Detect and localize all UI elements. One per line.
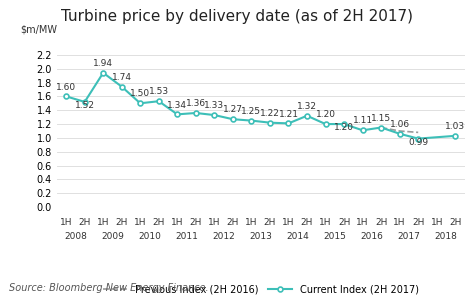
Text: 2H: 2H xyxy=(301,218,313,227)
Text: 2H: 2H xyxy=(79,218,91,227)
Text: Turbine price by delivery date (as of 2H 2017): Turbine price by delivery date (as of 2H… xyxy=(61,9,413,24)
Text: 1H: 1H xyxy=(430,218,443,227)
Text: 2H: 2H xyxy=(264,218,276,227)
Text: 2016: 2016 xyxy=(360,232,383,241)
Text: 1H: 1H xyxy=(97,218,109,227)
Text: 1.34: 1.34 xyxy=(167,101,187,110)
Text: 2013: 2013 xyxy=(249,232,272,241)
Text: 2H: 2H xyxy=(153,218,165,227)
Text: 1H: 1H xyxy=(134,218,146,227)
Text: 1.94: 1.94 xyxy=(93,59,113,68)
Text: 2H: 2H xyxy=(190,218,202,227)
Text: 1.53: 1.53 xyxy=(149,87,169,96)
Text: 1.36: 1.36 xyxy=(186,99,206,108)
Text: 2H: 2H xyxy=(449,218,462,227)
Text: 1.60: 1.60 xyxy=(56,83,76,91)
Text: 0.99: 0.99 xyxy=(408,138,428,147)
Text: 2015: 2015 xyxy=(323,232,346,241)
Text: 1.06: 1.06 xyxy=(390,120,410,129)
Text: 1.03: 1.03 xyxy=(445,122,465,131)
Text: 1.25: 1.25 xyxy=(241,107,262,116)
Text: 1.15: 1.15 xyxy=(371,114,391,123)
Text: 1.11: 1.11 xyxy=(353,116,373,126)
Text: 2018: 2018 xyxy=(435,232,457,241)
Text: 2H: 2H xyxy=(338,218,350,227)
Text: 1.20: 1.20 xyxy=(334,123,354,132)
Text: 1H: 1H xyxy=(356,218,369,227)
Text: 1.52: 1.52 xyxy=(75,101,95,110)
Text: 2H: 2H xyxy=(375,218,387,227)
Text: 2010: 2010 xyxy=(138,232,161,241)
Text: $m/MW: $m/MW xyxy=(20,25,57,35)
Text: 1H: 1H xyxy=(282,218,295,227)
Text: 1H: 1H xyxy=(319,218,332,227)
Text: Source: Bloomberg New Energy Finance.: Source: Bloomberg New Energy Finance. xyxy=(9,283,209,293)
Text: 2H: 2H xyxy=(227,218,239,227)
Text: 1H: 1H xyxy=(245,218,258,227)
Text: 2H: 2H xyxy=(116,218,128,227)
Text: 1.33: 1.33 xyxy=(204,101,225,110)
Text: 1.32: 1.32 xyxy=(297,102,317,111)
Text: 1H: 1H xyxy=(208,218,220,227)
Text: 1.74: 1.74 xyxy=(112,73,132,82)
Text: 2017: 2017 xyxy=(398,232,420,241)
Text: 2011: 2011 xyxy=(175,232,198,241)
Text: 2014: 2014 xyxy=(286,232,309,241)
Text: 2012: 2012 xyxy=(212,232,235,241)
Legend: Previous Index (2H 2016), Current Index (2H 2017): Previous Index (2H 2016), Current Index … xyxy=(99,280,423,296)
Text: 1H: 1H xyxy=(171,218,183,227)
Text: 1.50: 1.50 xyxy=(130,89,150,99)
Text: 1.21: 1.21 xyxy=(279,110,299,118)
Text: 1H: 1H xyxy=(60,218,73,227)
Text: 2009: 2009 xyxy=(101,232,124,241)
Text: 2008: 2008 xyxy=(64,232,87,241)
Text: 1.27: 1.27 xyxy=(223,105,243,114)
Text: 1.22: 1.22 xyxy=(260,109,280,118)
Text: 1.20: 1.20 xyxy=(316,110,336,119)
Text: 1H: 1H xyxy=(393,218,406,227)
Text: 2H: 2H xyxy=(412,218,424,227)
